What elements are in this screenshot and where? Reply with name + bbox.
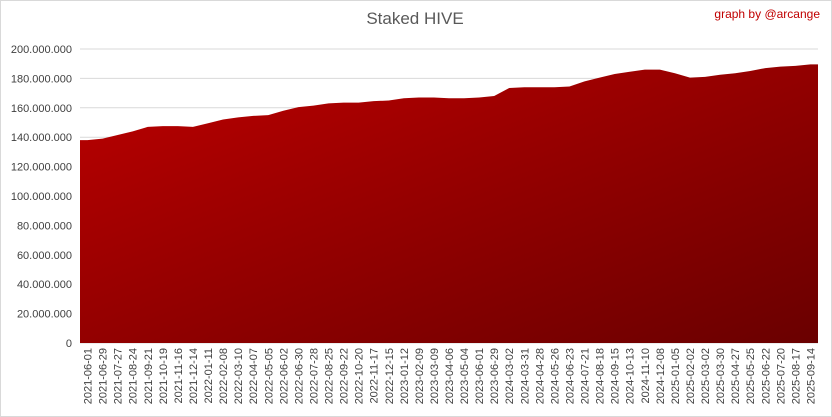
x-tick-label: 2022-06-02: [278, 348, 290, 404]
chart-title: Staked HIVE: [366, 9, 463, 28]
x-tick-label: 2025-09-14: [805, 348, 817, 404]
x-tick-label: 2021-11-16: [173, 348, 185, 403]
x-tick-label: 2024-07-21: [580, 348, 592, 404]
y-tick-label: 40.000.000: [17, 279, 72, 291]
x-tick-label: 2021-09-21: [143, 348, 155, 404]
area: [80, 64, 818, 343]
y-tick-label: 100.000.000: [11, 191, 72, 203]
x-tick-label: 2021-06-29: [98, 348, 110, 404]
x-tick-label: 2023-01-12: [399, 348, 411, 404]
x-tick-label: 2024-12-08: [655, 348, 667, 404]
x-tick-label: 2025-08-17: [790, 348, 802, 404]
x-tick-label: 2022-04-07: [248, 348, 260, 404]
x-tick-label: 2022-06-30: [293, 348, 305, 404]
x-tick-label: 2023-06-29: [489, 348, 501, 404]
x-tick-label: 2021-12-14: [188, 348, 200, 404]
x-tick-label: 2023-04-06: [444, 348, 456, 404]
y-tick-label: 180.000.000: [11, 73, 72, 85]
x-tick-label: 2024-09-15: [610, 348, 622, 404]
x-tick-label: 2022-08-25: [324, 348, 336, 404]
x-tick-label: 2024-11-10: [640, 348, 652, 403]
x-tick-label: 2025-07-20: [775, 348, 787, 404]
x-tick-label: 2025-02-02: [685, 348, 697, 404]
x-tick-label: 2023-02-09: [414, 348, 426, 404]
x-tick-label: 2024-05-26: [549, 348, 561, 404]
x-tick-label: 2021-10-19: [158, 348, 170, 404]
annotation: graph by @arcange: [714, 7, 820, 21]
x-tick-label: 2022-05-05: [263, 348, 275, 404]
x-tick-label: 2025-03-30: [715, 348, 727, 404]
x-tick-label: 2023-06-01: [474, 348, 486, 404]
x-tick-label: 2022-12-15: [384, 348, 396, 404]
x-tick-label: 2024-03-02: [504, 348, 516, 404]
x-tick-label: 2022-10-20: [354, 348, 366, 404]
x-tick-label: 2021-07-27: [113, 348, 125, 404]
x-tick-label: 2025-04-27: [730, 348, 742, 404]
y-tick-label: 0: [66, 338, 72, 350]
y-tick-label: 20.000.000: [17, 309, 72, 321]
x-tick-label: 2024-10-13: [625, 348, 637, 404]
x-tick-label: 2021-06-01: [83, 348, 95, 404]
x-tick-label: 2022-03-10: [233, 348, 245, 404]
y-tick-label: 160.000.000: [11, 103, 72, 115]
x-tick-label: 2022-02-08: [218, 348, 230, 404]
x-tick-label: 2023-03-09: [429, 348, 441, 404]
x-tick-label: 2024-03-31: [519, 348, 531, 404]
x-tick-label: 2025-06-22: [760, 348, 772, 404]
x-tick-label: 2024-04-28: [534, 348, 546, 404]
x-tick-label: 2024-06-23: [564, 348, 576, 404]
x-tick-label: 2023-05-04: [459, 348, 471, 404]
x-tick-label: 2022-07-28: [308, 348, 320, 404]
x-tick-label: 2022-09-22: [339, 348, 351, 404]
x-tick-label: 2024-08-18: [595, 348, 607, 404]
y-tick-label: 60.000.000: [17, 250, 72, 262]
y-tick-label: 200.000.000: [11, 44, 72, 56]
x-tick-label: 2025-01-05: [670, 348, 682, 404]
x-tick-label: 2025-05-25: [745, 348, 757, 404]
x-tick-label: 2025-03-02: [700, 348, 712, 404]
x-tick-label: 2022-11-17: [369, 348, 381, 403]
x-tick-label: 2022-01-11: [203, 348, 215, 403]
y-tick-label: 80.000.000: [17, 220, 72, 232]
x-tick-label: 2021-08-24: [128, 348, 140, 404]
y-tick-label: 120.000.000: [11, 162, 72, 174]
y-tick-label: 140.000.000: [11, 132, 72, 144]
